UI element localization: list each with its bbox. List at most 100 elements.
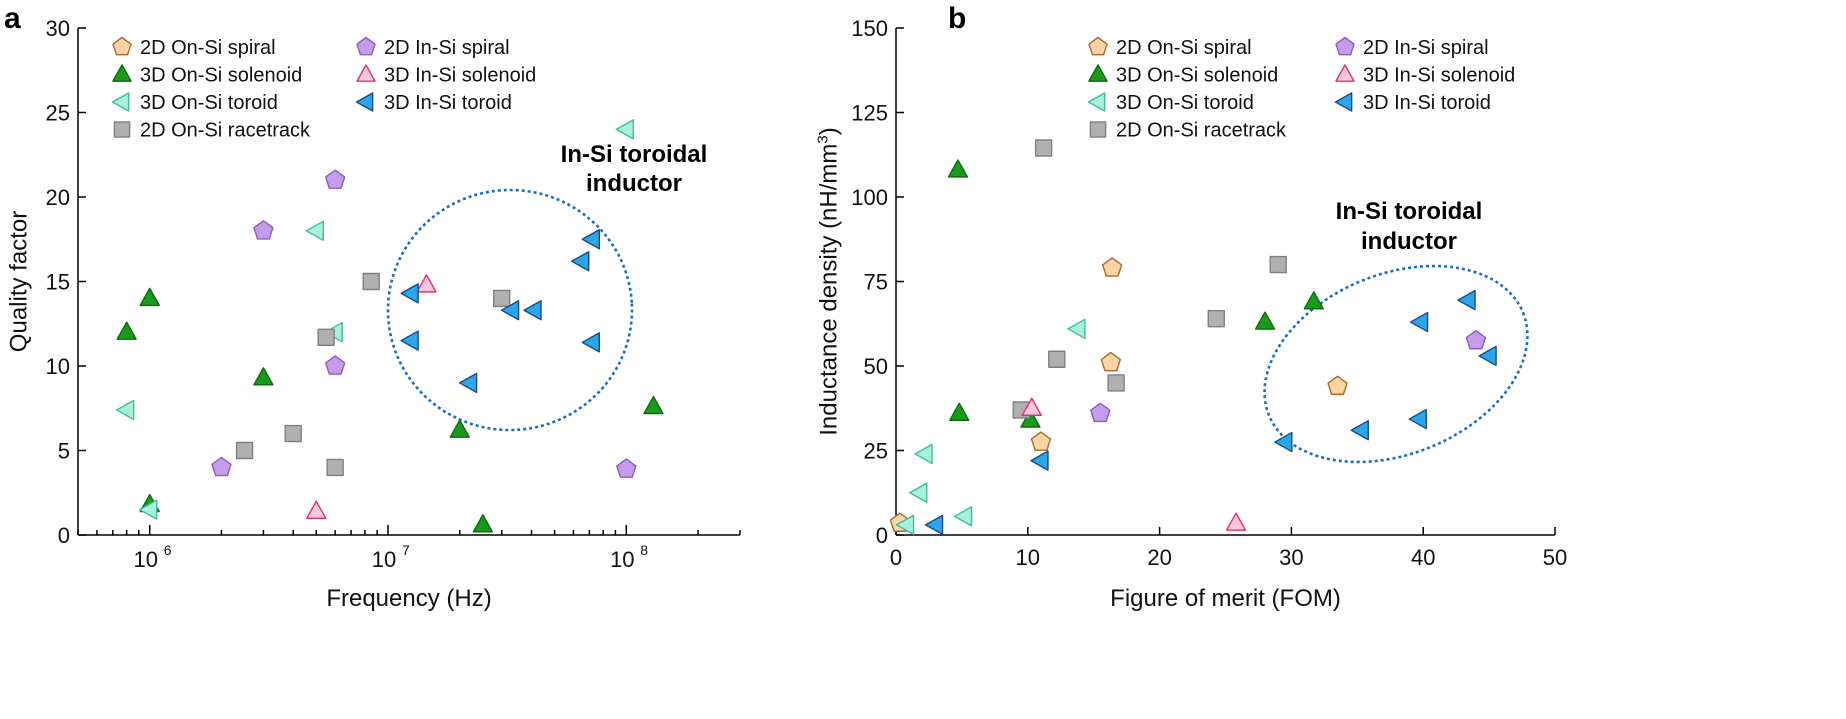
panel-b-legend-marker-3d-on-si-solenoid xyxy=(1088,64,1108,82)
panel-b-legend-label-2d-on-si-racetrack: 2D On-Si racetrack xyxy=(1116,120,1287,142)
panel-a-legend-marker-2d-in-si-spiral xyxy=(356,36,376,56)
panel-b-point-3d-on-si-toroid xyxy=(895,514,915,536)
panel-b-x-tick-label: 50 xyxy=(1543,545,1567,570)
panel-b-legend-marker-3d-on-si-toroid xyxy=(1087,92,1106,112)
panel-b-y-tick-label: 75 xyxy=(864,270,888,295)
panel-a-point-2d-on-si-racetrack xyxy=(493,289,511,308)
panel-a-y-tick-label: 30 xyxy=(46,16,70,41)
panel-a-point-3d-in-si-toroid xyxy=(400,330,419,351)
panel-a-point-3d-in-si-toroid xyxy=(523,300,542,321)
panel-a-x-tick-exponent: 7 xyxy=(402,542,410,558)
panel-b-point-3d-on-si-solenoid xyxy=(1254,311,1276,330)
panel-a-x-tick-base: 10 xyxy=(372,547,396,572)
panel-b-point-3d-on-si-toroid xyxy=(914,443,933,465)
panel-b-point-3d-in-si-solenoid xyxy=(1225,512,1247,531)
panel-b-point-3d-on-si-solenoid xyxy=(947,159,969,178)
panel-b-legend-label-2d-on-si-spiral: 2D On-Si spiral xyxy=(1116,37,1252,59)
panel-b-point-2d-on-si-spiral xyxy=(1101,257,1123,277)
panel-a-y-tick-label: 0 xyxy=(58,523,70,548)
panel-b-point-3d-on-si-toroid xyxy=(909,482,928,503)
panel-b-point-3d-on-si-toroid xyxy=(1067,318,1086,340)
panel-b-y-tick-label: 125 xyxy=(851,101,888,126)
panel-a-y-tick-label: 10 xyxy=(46,354,70,379)
panel-b-point-2d-in-si-spiral xyxy=(1090,402,1111,423)
panel-b-legend-label-3d-in-si-toroid: 3D In-Si toroid xyxy=(1363,92,1491,114)
panel-b-legend-label-3d-on-si-toroid: 3D On-Si toroid xyxy=(1116,92,1254,114)
panel-b-point-3d-in-si-toroid xyxy=(1478,345,1497,367)
panel-b-annotation-line: In-Si toroidal xyxy=(1336,198,1483,225)
panel-a-highlight-ellipse xyxy=(386,188,634,432)
panel-b-point-2d-on-si-racetrack xyxy=(1207,309,1225,328)
panel-a-y-tick-label: 20 xyxy=(46,185,70,210)
panel-a-label: a xyxy=(4,2,21,35)
panel-a-x-tick-exponent: 8 xyxy=(640,542,648,558)
panel-b-highlight-ellipse xyxy=(1263,264,1529,464)
panel-a-point-3d-in-si-toroid xyxy=(458,372,478,394)
panel-a-point-3d-on-si-solenoid xyxy=(139,287,160,307)
panel-a: a 0 5 10 15 20 25 30 10 6 10 7 10 8 Frequency (Hz) Qua… xyxy=(4,2,741,612)
panel-b-point-3d-on-si-solenoid xyxy=(1303,291,1325,310)
panel-a-point-3d-on-si-toroid xyxy=(139,499,158,520)
panel-a-point-3d-in-si-toroid xyxy=(400,283,419,304)
panel-a-point-2d-on-si-racetrack xyxy=(284,424,302,443)
panel-b-point-3d-in-si-toroid xyxy=(1409,311,1429,333)
panel-a-x-tick-exponent: 6 xyxy=(164,542,172,558)
panel-b-y-tick-label: 0 xyxy=(876,523,888,548)
panel-a-point-3d-on-si-solenoid xyxy=(253,367,274,386)
panel-b-x-tick-label: 20 xyxy=(1147,545,1171,570)
panel-b-y-axis-label: Inductance density (nH/mm3) xyxy=(814,127,842,435)
panel-a-legend-label-2d-on-si-spiral: 2D On-Si spiral xyxy=(140,37,276,59)
panel-a-point-3d-in-si-toroid xyxy=(581,229,601,250)
panel-a-legend-label-2d-in-si-spiral: 2D In-Si spiral xyxy=(384,37,510,59)
panel-a-legend-marker-3d-in-si-toroid xyxy=(355,92,374,112)
panel-b-point-3d-in-si-toroid xyxy=(1350,420,1369,441)
panel-b-legend-marker-2d-on-si-spiral xyxy=(1088,36,1108,56)
panel-b-legend-marker-3d-in-si-solenoid xyxy=(1335,64,1355,82)
panel-a-point-2d-in-si-spiral xyxy=(211,456,232,477)
panel-a-legend-label-3d-in-si-solenoid: 3D In-Si solenoid xyxy=(384,65,536,87)
panel-b-x-tick-label: 10 xyxy=(1016,545,1040,570)
panel-b: b 0 25 50 75 100 125 150 0 10 20 30 40 50 Figure of m… xyxy=(814,2,1567,612)
panel-b-point-2d-on-si-racetrack xyxy=(1034,139,1053,157)
panel-b-annotation-line: inductor xyxy=(1361,228,1457,255)
panel-a-point-2d-on-si-racetrack xyxy=(362,272,380,291)
panel-a-x-tick-base: 10 xyxy=(133,547,157,572)
panel-a-point-2d-in-si-spiral xyxy=(253,220,274,240)
panel-a-point-3d-on-si-toroid xyxy=(615,119,635,140)
panel-b-point-3d-in-si-toroid xyxy=(1457,289,1476,311)
panel-b-x-tick-label: 0 xyxy=(890,545,902,570)
panel-b-legend-marker-3d-in-si-toroid xyxy=(1334,92,1353,112)
panel-a-legend-label-3d-on-si-toroid: 3D On-Si toroid xyxy=(140,92,278,114)
panel-b-x-tick-label: 40 xyxy=(1411,545,1435,570)
panel-b-point-3d-in-si-toroid xyxy=(1408,408,1427,430)
panel-b-point-2d-in-si-spiral xyxy=(1465,329,1487,350)
panel-b-x-tick-label: 30 xyxy=(1279,545,1303,570)
panel-b-y-tick-label: 150 xyxy=(851,16,888,41)
panel-a-point-3d-on-si-solenoid xyxy=(643,395,664,415)
panel-b-point-3d-in-si-toroid xyxy=(1274,431,1293,453)
panel-b-legend-label-3d-in-si-solenoid: 3D In-Si solenoid xyxy=(1363,65,1515,87)
panel-a-point-2d-in-si-spiral xyxy=(324,169,346,189)
panel-b-point-2d-on-si-spiral xyxy=(1030,431,1052,451)
panel-b-legend-label-2d-in-si-spiral: 2D In-Si spiral xyxy=(1363,37,1489,59)
panel-b-point-2d-on-si-racetrack xyxy=(1269,255,1287,274)
panel-b-point-3d-in-si-toroid xyxy=(924,514,944,536)
panel-b-label: b xyxy=(948,2,966,35)
panel-a-x-tick-label: 10 8 xyxy=(610,542,648,572)
panel-b-point-3d-on-si-solenoid xyxy=(949,402,970,422)
panel-a-legend-marker-3d-in-si-solenoid xyxy=(356,64,376,82)
panel-a-point-2d-on-si-racetrack xyxy=(317,328,335,346)
panel-b-x-axis-label: Figure of merit (FOM) xyxy=(1110,585,1341,612)
panel-a-legend-label-3d-in-si-toroid: 3D In-Si toroid xyxy=(384,92,512,114)
panel-b-point-3d-on-si-toroid xyxy=(953,506,973,527)
panel-b-point-3d-in-si-solenoid xyxy=(1021,397,1042,416)
panel-b-point-2d-on-si-racetrack xyxy=(1048,350,1066,368)
panel-b-y-tick-label: 50 xyxy=(864,354,888,379)
panel-a-point-3d-on-si-solenoid xyxy=(449,419,470,438)
panel-a-point-3d-in-si-solenoid xyxy=(306,500,327,520)
panel-a-x-axis-label: Frequency (Hz) xyxy=(326,585,491,612)
panel-a-legend-marker-2d-on-si-spiral xyxy=(112,36,132,56)
panel-a-point-3d-in-si-toroid xyxy=(581,332,601,353)
panel-b-y-tick-label: 100 xyxy=(851,185,888,210)
